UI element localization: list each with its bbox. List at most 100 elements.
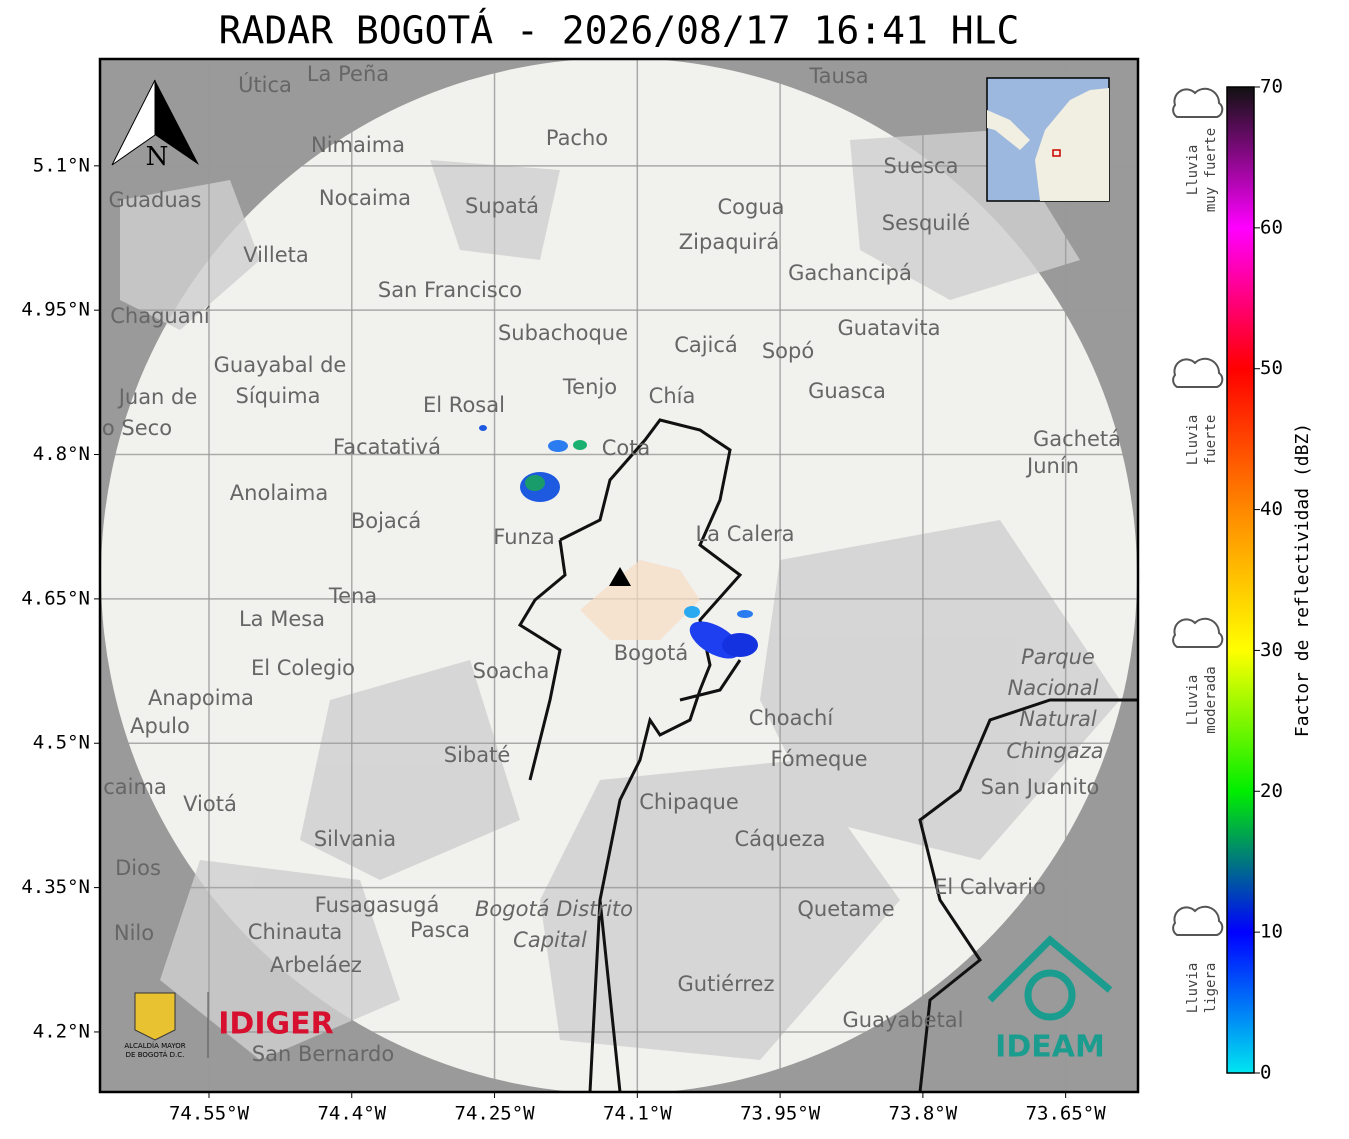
- place-label: Nocaima: [319, 186, 411, 210]
- place-label: Chipaque: [639, 790, 739, 814]
- place-label: Anapoima: [148, 686, 254, 710]
- place-label: Bojacá: [351, 509, 421, 533]
- place-label: Choachí: [749, 706, 835, 730]
- lon-tick-label: 74.25°W: [455, 1103, 536, 1125]
- inset-map: [986, 77, 1110, 202]
- colorbar-tick-label: 50: [1260, 357, 1283, 379]
- place-label: Fusagasugá: [315, 893, 440, 917]
- department-boundary: [918, 698, 1138, 1092]
- place-label: El Colegio: [251, 656, 355, 680]
- place-label: Gachancipá: [788, 261, 912, 285]
- radar-echoes: [479, 425, 758, 659]
- place-label: Silvania: [314, 827, 396, 851]
- place-label: Apulo: [130, 714, 190, 738]
- place-label: Pacho: [546, 126, 608, 150]
- legend-label: ligera: [1203, 963, 1219, 1014]
- place-label: Quetame: [797, 897, 894, 921]
- place-labels: La Peña Útica Tausa Pacho Nimaima Guaduas Noca…: [102, 62, 1121, 1066]
- place-label: Cogua: [717, 195, 784, 219]
- legend-label: Lluvia: [1185, 675, 1201, 726]
- weather-icon: [1172, 905, 1224, 936]
- lat-tick-label: 4.65°N: [21, 587, 90, 609]
- place-label: Facatativá: [333, 435, 441, 459]
- place-label: El Rosal: [423, 393, 505, 417]
- legend-label: Lluvia: [1185, 963, 1201, 1014]
- place-label: San Bernardo: [252, 1042, 394, 1066]
- alcaldia-logo: ALCALDÍA MAYOR DE BOGOTÁ D.C. IDIGER: [124, 992, 334, 1059]
- lon-tick-label: 74.55°W: [169, 1103, 250, 1125]
- colorbar-tick-label: 20: [1260, 780, 1283, 802]
- place-label: Zipaquirá: [679, 230, 779, 254]
- place-label: Juan de: [117, 385, 198, 409]
- place-label: Parque: [1021, 645, 1095, 669]
- place-label: Bogotá Distrito: [475, 897, 633, 921]
- colorbar-tick-label: 0: [1260, 1062, 1271, 1084]
- place-label: Tausa: [808, 64, 868, 88]
- place-label: Fómeque: [770, 747, 867, 771]
- place-label: Guaduas: [109, 188, 202, 212]
- place-label: Natural: [1019, 707, 1097, 731]
- north-arrow: N: [111, 79, 199, 172]
- alcaldia-text: ALCALDÍA MAYOR: [124, 1041, 185, 1050]
- urban-area: [580, 560, 700, 640]
- place-label: Soacha: [473, 659, 550, 683]
- radar-site: [609, 567, 631, 586]
- place-label: Guasca: [808, 379, 886, 403]
- weather-icon: [1172, 617, 1224, 648]
- terrain: [120, 130, 1120, 1060]
- place-label: Dios: [115, 856, 161, 880]
- lat-tick-label: 4.5°N: [33, 732, 90, 754]
- legend-label: moderada: [1203, 666, 1219, 733]
- colorbar-tick-label: 70: [1260, 76, 1283, 98]
- place-label: caima: [103, 775, 167, 799]
- lat-tick-label: 4.8°N: [33, 443, 90, 465]
- ideam-text: IDEAM: [995, 1030, 1105, 1065]
- place-label: San Francisco: [378, 278, 522, 302]
- lat-tick-label: 4.2°N: [33, 1020, 90, 1042]
- weather-icon: [1172, 87, 1224, 118]
- lon-tick-label: 73.65°W: [1026, 1103, 1107, 1125]
- place-label: Funza: [493, 525, 554, 549]
- place-label: Suesca: [884, 154, 959, 178]
- ideam-logo: IDEAM: [987, 935, 1113, 1065]
- place-label: Tenjo: [562, 375, 617, 399]
- place-label: Sibaté: [444, 743, 511, 767]
- place-label: Anolaima: [230, 481, 328, 505]
- place-label: El Calvario: [934, 875, 1046, 899]
- place-label: La Mesa: [239, 607, 325, 631]
- weather-icon: [1172, 357, 1224, 388]
- place-label: Sopó: [762, 339, 814, 363]
- place-label: o Seco: [102, 416, 172, 440]
- colorbar-tick-label: 30: [1260, 639, 1283, 661]
- place-label: Guatavita: [838, 316, 941, 340]
- legend-label: muy fuerte: [1203, 128, 1219, 212]
- place-label: Guayabetal: [843, 1008, 964, 1032]
- map-frame: [98, 57, 1140, 1094]
- place-label: Cota: [602, 436, 651, 460]
- legend-label: Lluvia: [1185, 145, 1201, 196]
- place-label: Tena: [328, 584, 377, 608]
- place-label: Cajicá: [674, 333, 738, 357]
- place-label: Nimaima: [311, 133, 405, 157]
- place-label: Capital: [513, 928, 587, 952]
- colorbar: [1226, 86, 1255, 1074]
- district-boundary: [517, 418, 743, 1092]
- place-label: Arbeláez: [270, 953, 362, 977]
- colorbar-tick-label: 10: [1260, 921, 1283, 943]
- alcaldia-text: DE BOGOTÁ D.C.: [126, 1050, 185, 1059]
- place-label: Chingaza: [1006, 739, 1103, 763]
- title: RADAR BOGOTÁ - 2026/08/17 16:41 HLC: [219, 9, 1020, 53]
- lat-tick-label: 5.1°N: [33, 154, 90, 176]
- place-label: Cáqueza: [735, 827, 826, 851]
- lon-tick-label: 74.1°W: [603, 1103, 672, 1125]
- lat-tick-label: 4.95°N: [21, 299, 90, 321]
- place-label: San Juanito: [981, 775, 1100, 799]
- place-label: Supatá: [465, 194, 539, 218]
- place-label: Bogotá: [614, 641, 689, 665]
- place-label: Gutiérrez: [678, 972, 775, 996]
- colorbar-label: Factor de reflectividad (dBZ): [1292, 423, 1313, 737]
- idiger-logo: IDIGER: [218, 1007, 333, 1042]
